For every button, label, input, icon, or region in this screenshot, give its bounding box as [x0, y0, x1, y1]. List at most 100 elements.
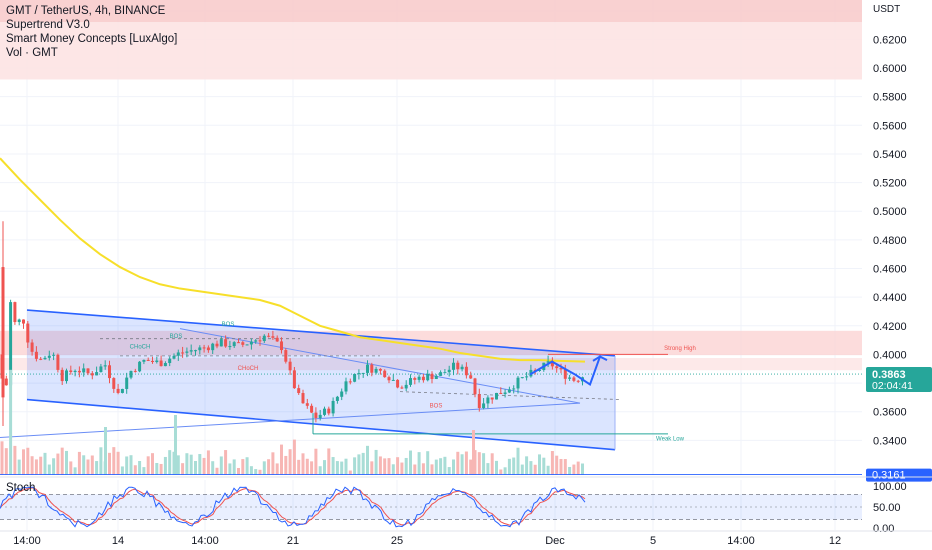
time-tick-label: 12: [829, 535, 841, 547]
volume-bar: [30, 456, 34, 475]
legend-smc[interactable]: Smart Money Concepts [LuxAlgo]: [6, 33, 178, 45]
candle-body: [194, 350, 197, 352]
candle-body: [9, 302, 13, 386]
volume-bar: [34, 459, 38, 475]
candle-body: [224, 339, 228, 347]
candles: [0, 299, 584, 423]
volume-bar: [280, 444, 283, 475]
candle-body: [327, 408, 331, 414]
candle-body: [237, 342, 240, 344]
candle-body: [26, 323, 30, 343]
legend-supertrend[interactable]: Supertrend V3.0: [6, 19, 90, 31]
candle-body: [357, 373, 361, 375]
volume-bar: [219, 456, 223, 475]
annotation-label: BOS: [222, 322, 235, 328]
candle-body: [563, 369, 567, 379]
volume-bar: [460, 454, 464, 475]
volume-bar: [456, 451, 460, 475]
volume-bar: [297, 459, 301, 475]
volume-bar: [344, 458, 348, 475]
volume-bar: [43, 452, 47, 475]
volume-bar: [434, 459, 438, 475]
volume-bar: [292, 439, 296, 475]
candle-body: [215, 343, 219, 347]
volume-bar: [525, 456, 529, 475]
structure-line: [399, 391, 621, 400]
candle-body: [447, 369, 451, 373]
candle-body: [219, 339, 223, 347]
candle-body: [146, 359, 150, 361]
price-tick-label: 0.3400: [873, 435, 907, 447]
candle-body: [503, 392, 507, 394]
candle-body: [142, 359, 146, 362]
volume-bar: [267, 459, 271, 475]
volume-bar: [189, 454, 193, 475]
stoch-tick-label: 100.00: [873, 481, 907, 493]
volume-bar: [340, 461, 344, 475]
volume-bar: [499, 469, 503, 475]
legend-volume[interactable]: Vol · GMT: [6, 47, 58, 59]
volume-bar: [112, 447, 116, 475]
volume-bar: [26, 447, 30, 475]
volume-bar: [430, 464, 434, 475]
low-price-badge: [866, 468, 932, 482]
candle-body: [460, 366, 464, 370]
volume-bar: [17, 459, 21, 475]
volume-bar: [146, 456, 150, 475]
candle-body: [383, 370, 387, 378]
candle-body: [520, 377, 524, 379]
candle-body: [155, 360, 159, 363]
volume-bar: [391, 464, 395, 475]
candle-body: [353, 373, 357, 382]
volume-bar: [490, 453, 494, 475]
candle-body: [163, 363, 167, 367]
time-tick-label: Dec: [545, 535, 565, 547]
candle-body: [507, 389, 511, 393]
stoch-label[interactable]: Stoch: [6, 482, 36, 494]
supply-zone-top: [0, 0, 862, 23]
candle-body: [413, 378, 417, 380]
volume-bar: [327, 448, 331, 475]
candle-body: [275, 337, 279, 342]
candle-body: [129, 370, 133, 378]
volume-bar: [271, 452, 275, 475]
time-tick-label: 14:00: [13, 535, 41, 547]
candle-body: [305, 403, 309, 406]
volume-bar: [538, 454, 541, 475]
candle-body: [516, 377, 520, 389]
candle-body: [262, 335, 266, 342]
candle-body: [525, 376, 529, 378]
volume-bar: [383, 458, 387, 475]
projection-arrow-head: [592, 355, 608, 362]
candle-body: [202, 347, 206, 349]
candle-body: [464, 366, 468, 376]
price-tick-label: 0.4000: [873, 349, 907, 361]
candle-body: [159, 360, 163, 367]
candle-body: [65, 370, 68, 382]
candle-body: [430, 373, 434, 380]
volume-bar: [82, 455, 86, 475]
price-tick-label: 0.4600: [873, 264, 907, 276]
volume-bar: [258, 469, 262, 475]
stoch-tick-label: 0.00: [873, 523, 894, 535]
legend-symbol[interactable]: GMT / TetherUS, 4h, BINANCE: [6, 5, 166, 17]
candle-body: [116, 388, 120, 393]
volume-bar: [516, 447, 520, 475]
volume-bar: [331, 457, 335, 475]
volume-bar: [108, 452, 111, 475]
volume-bar: [194, 460, 197, 475]
candle-body: [280, 341, 283, 351]
volume-bar: [228, 463, 232, 475]
volume-bar: [576, 461, 580, 475]
volume-bar: [202, 457, 206, 475]
candle-body: [546, 361, 550, 363]
candle-body: [13, 302, 17, 323]
candle-body: [421, 376, 425, 381]
volume-bar: [353, 457, 357, 475]
volume-bar: [529, 461, 533, 475]
price-tick-label: 0.4400: [873, 292, 907, 304]
annotation-label: CHoCH: [130, 345, 151, 351]
candle-body: [335, 396, 339, 401]
volume-bar: [447, 467, 451, 475]
